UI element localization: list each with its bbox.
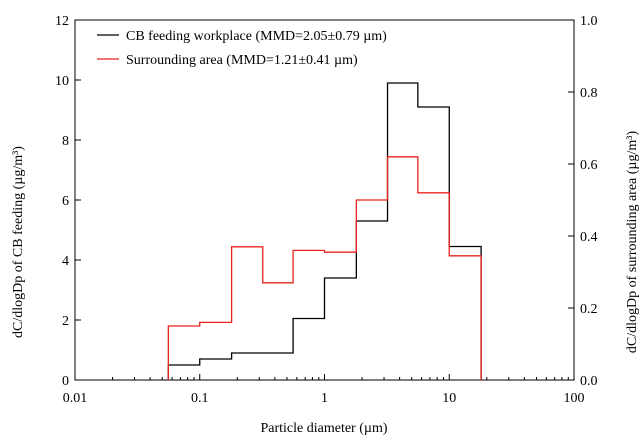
legend-label-surrounding: Surrounding area (MMD=1.21±0.41 µm): [126, 53, 358, 68]
series-line-0: [167, 82, 482, 380]
y-right-tick-label: 1.0: [580, 14, 598, 29]
y-right-tick-label: 0.4: [580, 230, 598, 245]
x-axis-label: Particle diameter (µm): [260, 421, 387, 436]
legend: CB feeding workplace (MMD=2.05±0.79 µm) …: [97, 29, 387, 68]
x-tick-label: 10: [442, 391, 456, 406]
y-left-tick-label: 8: [62, 134, 69, 149]
x-axis: 0.01 0.1 1 10 100: [63, 374, 585, 406]
y-axis-left-label: dC/dlogDp of CB feeding (µg/m³): [11, 146, 26, 338]
y-left-tick-label: 2: [62, 314, 69, 329]
y-left-tick-label: 0: [62, 374, 69, 389]
y-axis-left: 0 2 4 6 8 10 12: [55, 14, 81, 389]
plot-frame: [74, 19, 575, 381]
y-left-tick-label: 10: [55, 74, 69, 89]
y-left-tick-label: 4: [62, 254, 69, 269]
y-right-tick-label: 0.8: [580, 86, 598, 101]
x-tick-label: 0.01: [63, 391, 88, 406]
x-tick-label: 100: [564, 391, 585, 406]
y-axis-right: 0.0 0.2 0.4 0.6 0.8 1.0: [568, 14, 598, 389]
y-left-tick-label: 12: [55, 14, 69, 29]
y-axis-right-label: dC/dlogDp of surrounding area (µg/m³): [625, 131, 640, 354]
series-layer: [167, 82, 482, 380]
y-right-tick-label: 0.2: [580, 302, 598, 317]
x-tick-label: 1: [321, 391, 328, 406]
y-right-tick-label: 0.0: [580, 374, 598, 389]
x-tick-label: 0.1: [191, 391, 209, 406]
legend-label-cb: CB feeding workplace (MMD=2.05±0.79 µm): [126, 29, 387, 44]
y-left-tick-label: 6: [62, 194, 69, 209]
y-right-tick-label: 0.6: [580, 158, 598, 173]
series-line-1: [167, 156, 482, 380]
